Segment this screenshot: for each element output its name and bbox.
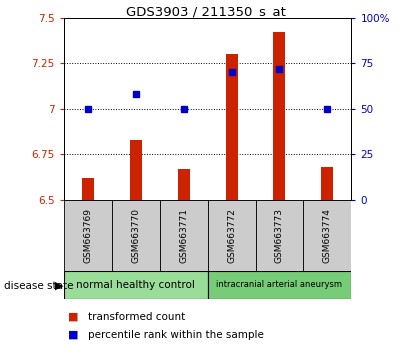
Bar — [226, 54, 238, 200]
Text: ■: ■ — [68, 312, 79, 322]
Text: GSM663771: GSM663771 — [179, 208, 188, 263]
Bar — [208, 200, 256, 271]
Text: ■: ■ — [68, 330, 79, 339]
Bar — [256, 200, 303, 271]
Text: normal healthy control: normal healthy control — [76, 280, 195, 290]
Bar — [321, 167, 333, 200]
Bar — [112, 200, 159, 271]
Bar — [64, 271, 208, 299]
Text: GSM663773: GSM663773 — [275, 208, 284, 263]
Text: disease state: disease state — [4, 281, 74, 291]
Text: ▶: ▶ — [55, 281, 64, 291]
Bar — [178, 169, 189, 200]
Text: GSM663769: GSM663769 — [83, 208, 92, 263]
Text: GDS3903 / 211350_s_at: GDS3903 / 211350_s_at — [126, 5, 285, 18]
Bar — [273, 32, 286, 200]
Bar — [129, 140, 142, 200]
Bar — [208, 271, 351, 299]
Bar — [82, 178, 94, 200]
Bar — [303, 200, 351, 271]
Text: GSM663774: GSM663774 — [323, 208, 332, 263]
Bar — [159, 200, 208, 271]
Text: transformed count: transformed count — [88, 312, 186, 322]
Text: percentile rank within the sample: percentile rank within the sample — [88, 330, 264, 339]
Text: intracranial arterial aneurysm: intracranial arterial aneurysm — [217, 280, 342, 290]
Text: GSM663772: GSM663772 — [227, 208, 236, 263]
Bar — [64, 200, 112, 271]
Text: GSM663770: GSM663770 — [131, 208, 140, 263]
